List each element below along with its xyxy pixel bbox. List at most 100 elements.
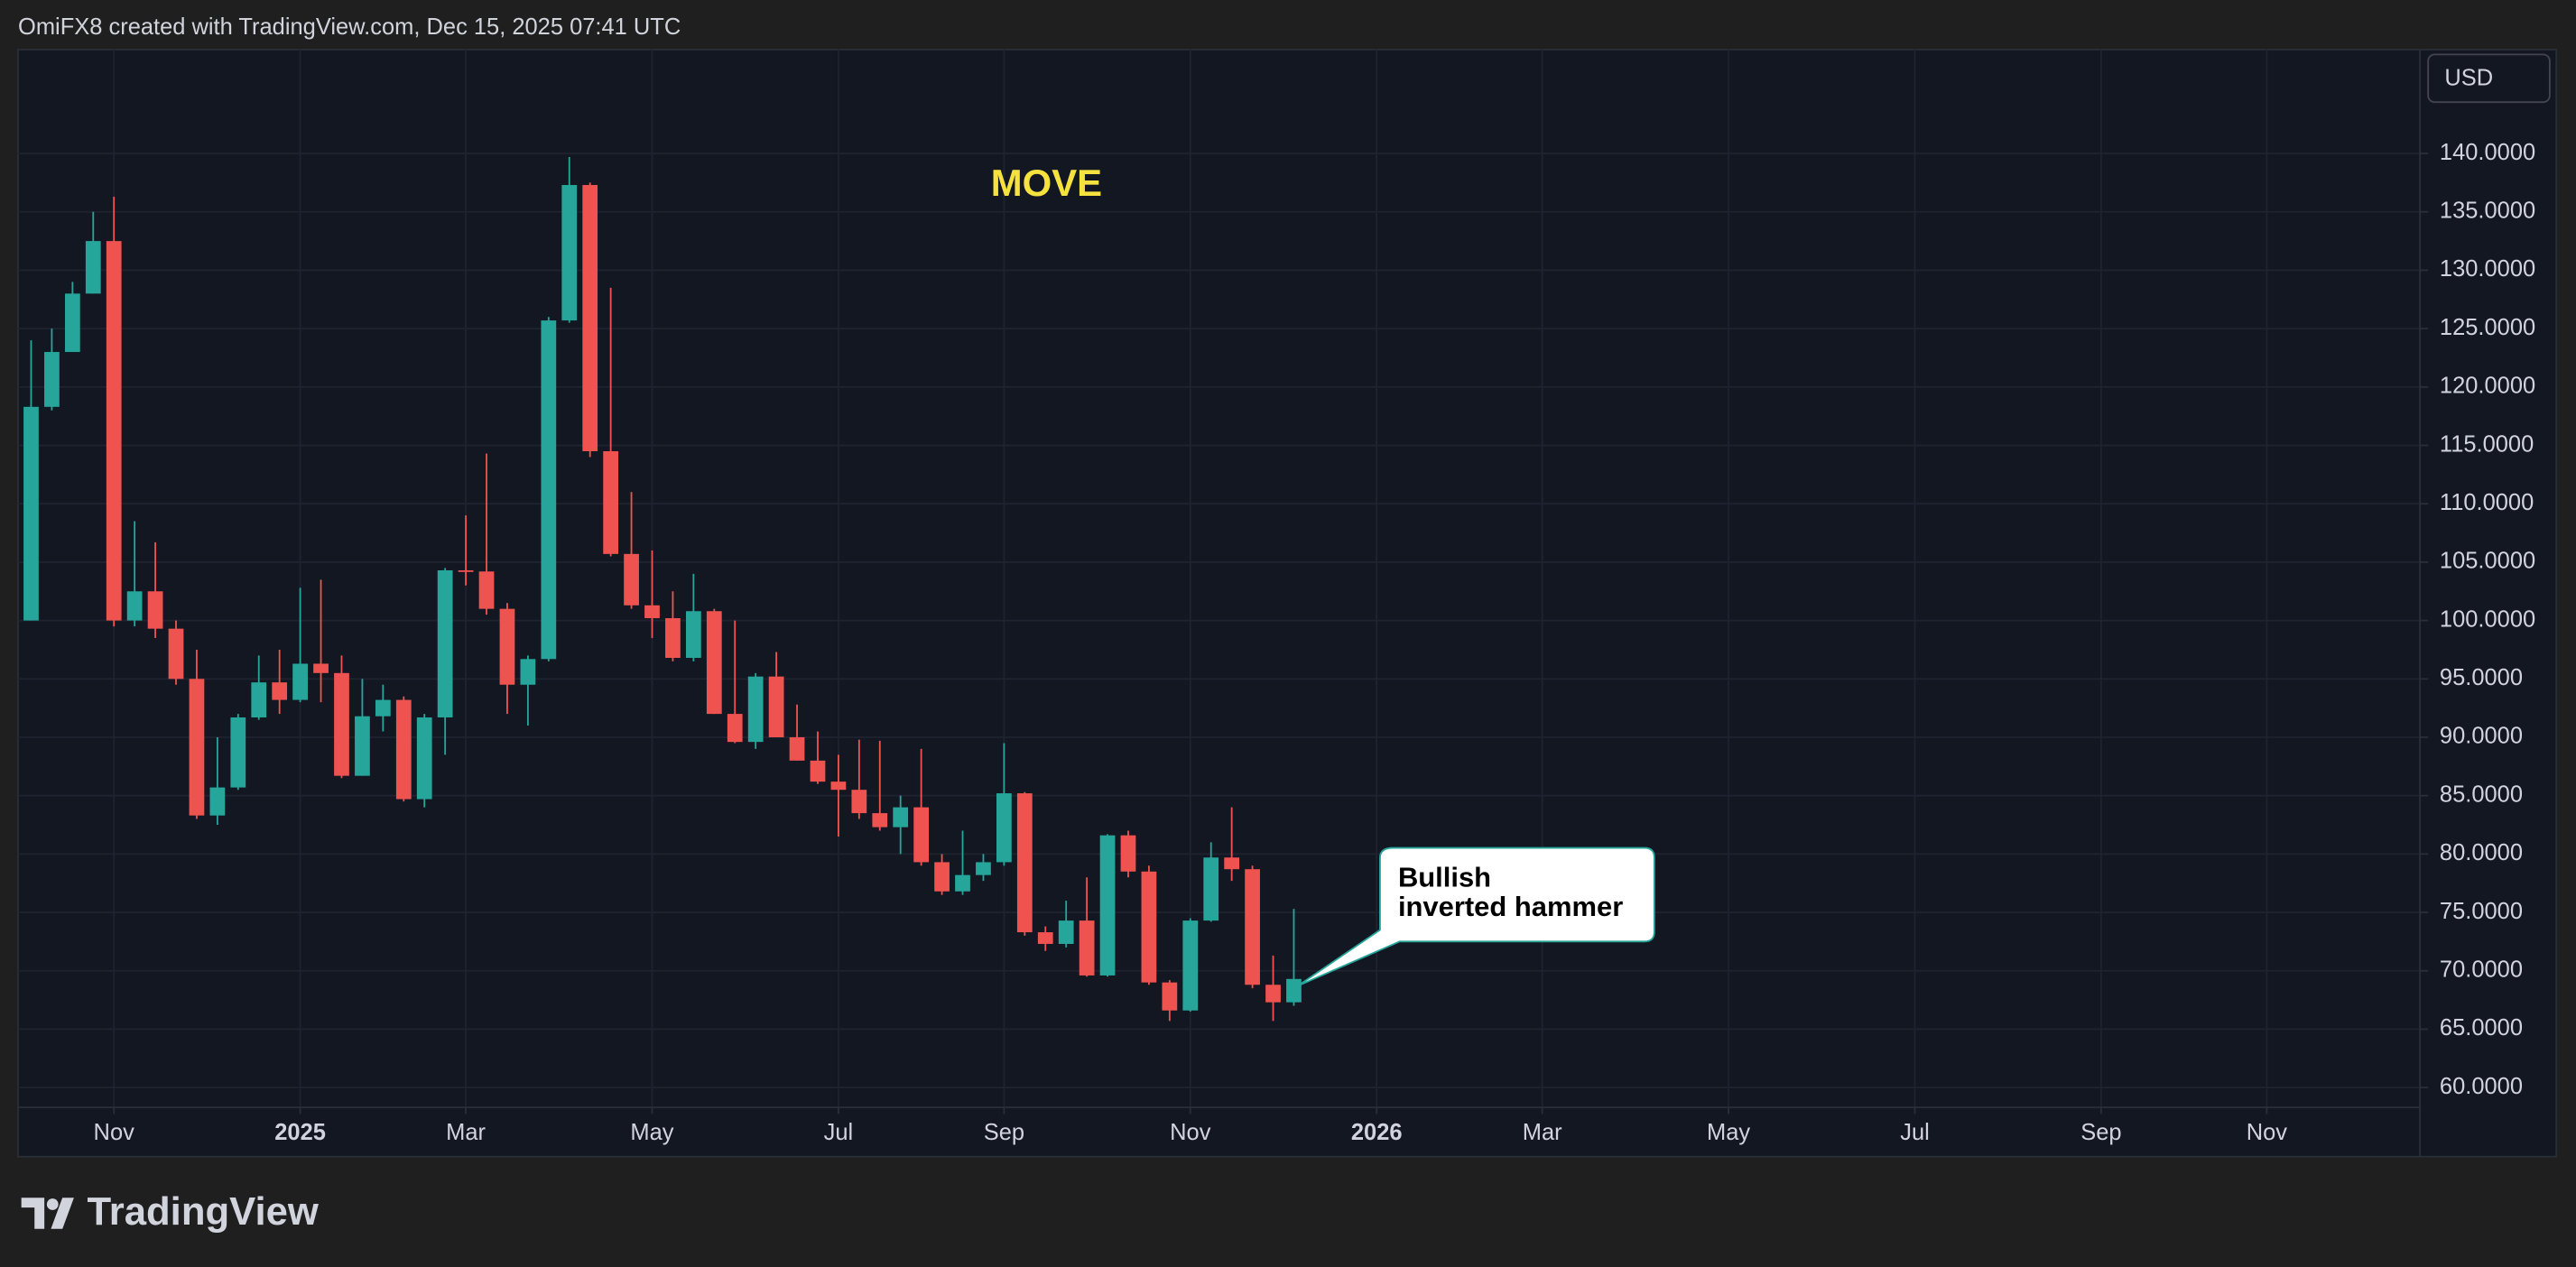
candle-body (561, 185, 578, 321)
candle-body (1224, 857, 1240, 870)
candle-body (147, 591, 163, 629)
x-tick-label: Nov (1170, 1120, 1211, 1145)
candle-body (1079, 920, 1095, 976)
footer-logo: TradingView (21, 1189, 320, 1234)
x-tick-label: 2025 (274, 1120, 326, 1145)
candle-body (1141, 871, 1157, 983)
x-tick-label: Mar (1523, 1120, 1562, 1145)
candle-body (375, 699, 391, 717)
candle-body (334, 672, 349, 776)
candle-body (913, 807, 930, 863)
candle-body (1286, 978, 1302, 1003)
y-tick-label: 105.0000 (2440, 549, 2535, 574)
logo-shape (46, 1198, 59, 1210)
y-tick-label: 75.0000 (2440, 899, 2523, 924)
currency-box[interactable] (2427, 53, 2551, 104)
candle-body (44, 352, 60, 407)
currency[interactable]: USD (2444, 65, 2493, 90)
candle-body (230, 717, 246, 788)
y-tick-label: 70.0000 (2440, 957, 2523, 982)
x-tick-label: Nov (2247, 1120, 2288, 1145)
candle-body (1203, 857, 1219, 921)
chart-title: MOVE (991, 162, 1102, 204)
candle-body (851, 790, 867, 814)
x-tick-label: Jul (824, 1120, 854, 1145)
candle-body (624, 553, 639, 606)
candle-body (1058, 920, 1074, 944)
candle-body (1099, 835, 1116, 976)
candle-body (499, 608, 515, 685)
candle-body (478, 571, 495, 609)
candle-body (292, 663, 308, 700)
candle-body (106, 241, 122, 621)
y-tick-label: 110.0000 (2440, 490, 2534, 515)
candle-body (189, 679, 205, 816)
candle-body (1265, 985, 1281, 1003)
candle-body (209, 787, 226, 816)
annotation-line: inverted hammer (1398, 891, 1623, 922)
candle-body (313, 663, 329, 673)
y-tick-label: 130.0000 (2440, 256, 2535, 282)
x-tick-label: May (630, 1120, 673, 1145)
candle-body (976, 862, 991, 875)
candle-body (872, 813, 888, 828)
candle-body (644, 605, 660, 619)
candle-body (437, 569, 453, 717)
y-tick-label: 80.0000 (2440, 840, 2523, 865)
candle-body (458, 569, 474, 572)
candle-body (955, 874, 970, 892)
y-tick-label: 90.0000 (2440, 724, 2523, 749)
candle-body (416, 717, 432, 800)
x-tick-label: Sep (2080, 1120, 2121, 1145)
candle-body (685, 611, 701, 659)
candle-body (727, 714, 743, 743)
candle-body (355, 716, 370, 776)
candle-body (830, 781, 847, 791)
candle-body (1037, 932, 1053, 944)
candle-body (23, 406, 39, 621)
candle-body (582, 185, 598, 452)
candle-body (126, 591, 143, 621)
footer-brand: TradingView (87, 1189, 319, 1234)
candle-body (520, 659, 536, 685)
y-tick-label: 140.0000 (2440, 140, 2535, 165)
candle-body (893, 807, 909, 828)
y-tick-label: 85.0000 (2440, 781, 2523, 807)
annotation-line: Bullish (1398, 861, 1491, 892)
x-tick-label: 2026 (1351, 1120, 1403, 1145)
y-tick-label: 60.0000 (2440, 1074, 2523, 1099)
x-tick-label: Nov (94, 1120, 135, 1145)
candle-body (85, 241, 101, 294)
y-tick-label: 135.0000 (2440, 199, 2535, 224)
logo-shape (21, 1198, 45, 1229)
y-tick-label: 65.0000 (2440, 1015, 2523, 1040)
annotation-bubble (1297, 846, 1655, 987)
candle-body (1016, 793, 1033, 933)
candle-body (168, 628, 184, 680)
annotation: Bullish inverted hammer (1297, 846, 1655, 987)
candle-body (541, 320, 557, 660)
candles (23, 156, 1302, 1022)
candle-body (1245, 869, 1260, 985)
y-tick-label: 95.0000 (2440, 665, 2523, 690)
candle-body (810, 760, 826, 782)
x-tick-label: May (1707, 1120, 1750, 1145)
candle-body (768, 676, 784, 737)
y-tick-label: 120.0000 (2440, 374, 2535, 399)
candle-body (1182, 920, 1199, 1011)
candle-body (395, 699, 412, 800)
y-tick-label: 115.0000 (2440, 431, 2534, 457)
candle-body (603, 451, 619, 554)
candle-body (1120, 835, 1136, 872)
candle-body (64, 293, 80, 353)
x-tick-label: Mar (446, 1120, 486, 1145)
candle-body (706, 611, 722, 715)
candle-body (747, 676, 764, 743)
candle-body (996, 793, 1012, 863)
y-tick-label: 125.0000 (2440, 315, 2535, 340)
candle-body (1162, 982, 1178, 1011)
header: OmiFX8 created with TradingView.com, Dec… (18, 14, 681, 40)
y-tick-label: 100.0000 (2440, 606, 2535, 632)
